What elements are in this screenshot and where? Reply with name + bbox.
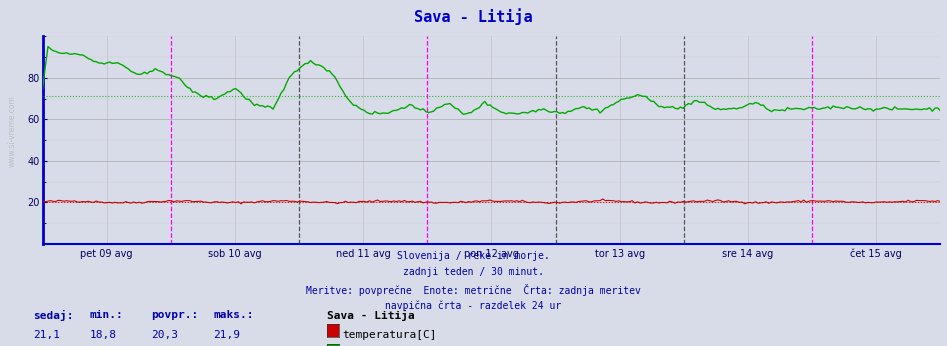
Text: maks.:: maks.:	[213, 310, 254, 320]
Text: 20,3: 20,3	[152, 330, 179, 340]
Text: temperatura[C]: temperatura[C]	[342, 330, 437, 340]
Text: Sava - Litija: Sava - Litija	[327, 310, 415, 321]
Text: navpična črta - razdelek 24 ur: navpična črta - razdelek 24 ur	[385, 301, 562, 311]
Text: povpr.:: povpr.:	[152, 310, 199, 320]
Text: Slovenija / reke in morje.: Slovenija / reke in morje.	[397, 251, 550, 261]
Text: 21,1: 21,1	[33, 330, 61, 340]
Text: 21,9: 21,9	[213, 330, 241, 340]
Text: 18,8: 18,8	[90, 330, 117, 340]
Text: www.si-vreme.com: www.si-vreme.com	[8, 95, 17, 167]
Text: min.:: min.:	[90, 310, 124, 320]
Text: Sava - Litija: Sava - Litija	[414, 9, 533, 26]
Text: Meritve: povprečne  Enote: metrične  Črta: zadnja meritev: Meritve: povprečne Enote: metrične Črta:…	[306, 284, 641, 296]
Text: zadnji teden / 30 minut.: zadnji teden / 30 minut.	[403, 267, 544, 277]
Text: sedaj:: sedaj:	[33, 310, 74, 321]
